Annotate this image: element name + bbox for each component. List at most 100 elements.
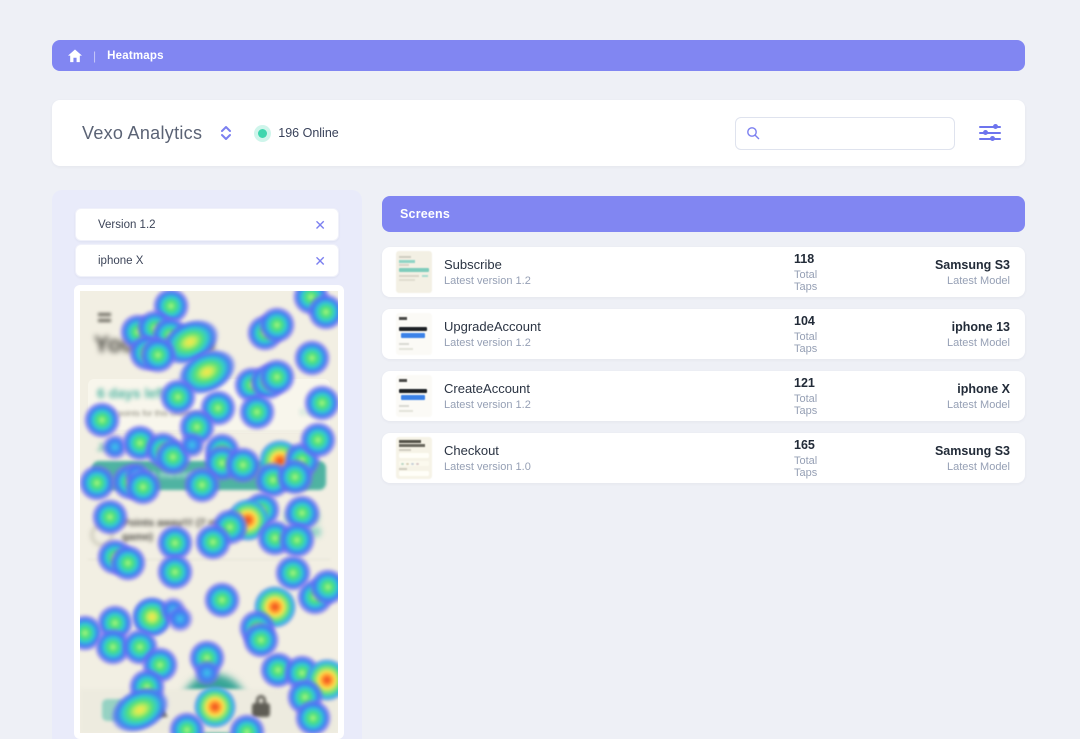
taps-label: Total Taps (794, 268, 818, 293)
screen-title: Your Goals (94, 331, 215, 357)
heat-blob (110, 545, 146, 581)
heat-blob (160, 597, 186, 623)
taps-label: Total Taps (794, 330, 818, 355)
filter-chip-version[interactable]: Version 1.2 ✕ (75, 208, 339, 241)
screens-header: Screens (382, 196, 1025, 232)
filter-chip-device[interactable]: iphone X ✕ (75, 244, 339, 277)
days-left-text: 6 days left (97, 385, 166, 401)
screen-thumbnail (396, 251, 432, 293)
screen-version: Latest version 1.2 (444, 275, 531, 287)
device-model: iphone 13 (951, 319, 1010, 334)
filter-chip-label: iphone X (98, 254, 144, 267)
heat-blob (80, 615, 103, 651)
online-count: 196 Online (278, 126, 339, 140)
screen-version: Latest version 1.2 (444, 337, 531, 349)
heat-blob (142, 647, 178, 683)
taps-count: 121 (794, 375, 815, 390)
screen-name: CreateAccount (444, 381, 530, 396)
goal-caption-link: Edit (300, 407, 315, 417)
breadcrumb-divider: | (93, 48, 97, 63)
teal-decoration (293, 527, 321, 537)
heat-blob (239, 610, 275, 646)
online-status: 196 Online (258, 126, 339, 140)
divider (88, 559, 330, 560)
screen-thumbnail (396, 313, 432, 355)
heat-blob (284, 655, 320, 691)
taps-count: 118 (794, 251, 815, 266)
model-label: Latest Model (947, 460, 1010, 473)
breadcrumb: | Heatmaps (52, 40, 1025, 71)
screen-name: UpgradeAccount (444, 319, 541, 334)
heat-blob (243, 622, 279, 658)
taps-label: Total Taps (794, 392, 818, 417)
message-button-label: Send a message (120, 469, 207, 481)
challenge-label: Jan (97, 442, 116, 454)
heat-blob (204, 582, 240, 618)
screen-row-subscribe[interactable]: Subscribe Latest version 1.2 118 Total T… (382, 247, 1025, 297)
heat-blob (308, 294, 338, 330)
screen-name: Subscribe (444, 257, 502, 272)
close-icon[interactable]: ✕ (314, 252, 326, 269)
sort-chevrons-icon[interactable] (220, 125, 232, 141)
screen-thumbnail (396, 437, 432, 479)
taps-label: Total Taps (794, 454, 818, 479)
search-box[interactable] (735, 116, 955, 150)
device-model: Samsung S3 (934, 443, 1010, 458)
breadcrumb-label: Heatmaps (107, 49, 164, 62)
close-icon[interactable]: ✕ (314, 216, 326, 233)
home-icon[interactable] (68, 48, 82, 63)
screen-row-upgradeaccount[interactable]: UpgradeAccount Latest version 1.2 104 To… (382, 309, 1025, 359)
heat-blob (157, 525, 193, 561)
header: Vexo Analytics 196 Online (52, 100, 1025, 166)
heat-blob (293, 291, 329, 315)
online-dot-icon (258, 128, 268, 138)
screen-row-checkout[interactable]: Checkout Latest version 1.0 165 Total Ta… (382, 433, 1025, 483)
device-model: Samsung S3 (934, 257, 1010, 272)
heat-blob (259, 307, 295, 343)
heat-blob (195, 524, 231, 560)
taps-count: 165 (794, 437, 815, 452)
screen-name: Checkout (444, 443, 499, 458)
heat-blob (247, 315, 283, 351)
menu-icon (98, 313, 111, 322)
heat-blob (122, 629, 158, 665)
heat-blob (167, 606, 193, 632)
lock-icon (252, 703, 270, 717)
avatar (90, 523, 114, 547)
heatmap-panel: Version 1.2 ✕ iphone X ✕ Your Goals 6 da… (52, 190, 362, 739)
heatmap-image[interactable]: Your Goals 6 days left Goal points for t… (80, 291, 338, 733)
challenge-text: is on a challenge (126, 443, 202, 454)
heat-blob (310, 569, 338, 605)
screens-header-label: Screens (400, 207, 451, 221)
profile-icon (302, 705, 318, 715)
model-label: Latest Model (947, 398, 1010, 411)
teal-decoration (285, 511, 319, 523)
heat-blob (153, 291, 189, 324)
heat-blob (97, 605, 133, 641)
search-icon (747, 127, 760, 140)
page-title: Vexo Analytics (82, 122, 203, 143)
divider (88, 431, 330, 432)
play-icon (152, 705, 168, 717)
heat-blob (132, 597, 172, 637)
model-label: Latest Model (947, 274, 1010, 287)
screen-version: Latest version 1.2 (444, 399, 531, 411)
heat-blob (260, 652, 296, 688)
heatmap-card: Your Goals 6 days left Goal points for t… (74, 285, 344, 739)
model-label: Latest Model (947, 336, 1010, 349)
goal-caption: Goal points for this challenge (97, 408, 207, 418)
heat-blob (254, 586, 296, 628)
taps-count: 104 (794, 313, 815, 328)
lock-icon (256, 695, 266, 705)
screen-row-createaccount[interactable]: CreateAccount Latest version 1.2 121 Tot… (382, 371, 1025, 421)
message-line-2: game) (122, 531, 153, 543)
bottom-nav-bar (80, 689, 338, 733)
filter-sliders-icon[interactable] (979, 124, 1001, 142)
heat-blob (294, 340, 330, 376)
screen-thumbnail (396, 375, 432, 417)
message-button: Send a message (92, 461, 326, 490)
screen-version: Latest version 1.0 (444, 461, 531, 473)
heat-blob (297, 579, 333, 615)
search-input[interactable] (768, 126, 944, 140)
filter-chip-label: Version 1.2 (98, 218, 156, 231)
